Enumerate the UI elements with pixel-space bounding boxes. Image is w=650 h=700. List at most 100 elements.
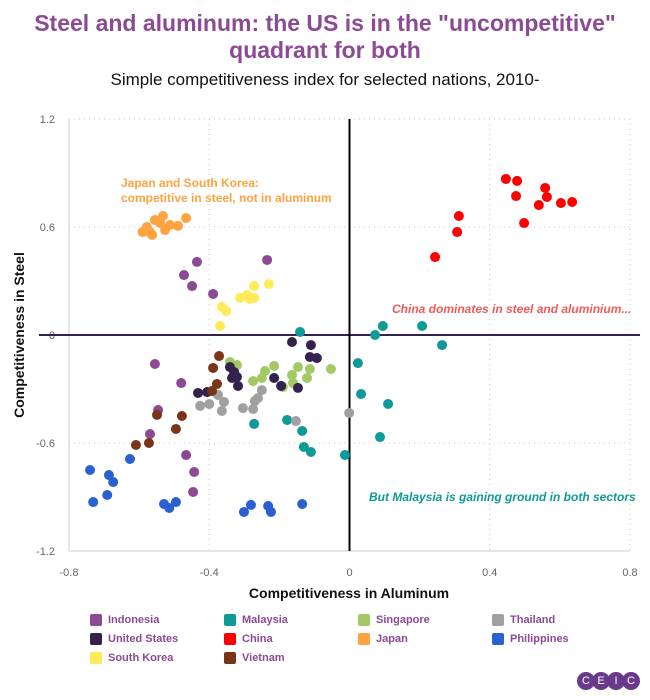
x-tick-label: -0.8 bbox=[60, 567, 79, 579]
point-south-korea bbox=[249, 281, 260, 292]
point-singapore bbox=[292, 362, 303, 373]
point-united-states bbox=[305, 340, 316, 351]
point-vietnam bbox=[152, 409, 163, 420]
point-malaysia bbox=[305, 447, 316, 457]
point-singapore bbox=[286, 369, 297, 380]
logo-letter: C bbox=[622, 672, 640, 690]
point-japan bbox=[155, 218, 166, 229]
point-malaysia bbox=[295, 326, 306, 337]
point-malaysia bbox=[383, 398, 394, 409]
point-south-korea bbox=[263, 279, 274, 290]
y-tick-label: 0.6 bbox=[40, 222, 55, 234]
y-axis-label: Competitiveness in Steel bbox=[11, 252, 27, 418]
legend-item-singapore[interactable]: Singapore bbox=[358, 612, 492, 628]
chart-subtitle: Simple competitiveness index for selecte… bbox=[110, 70, 540, 89]
point-china bbox=[511, 191, 522, 202]
point-philippines bbox=[265, 506, 276, 517]
legend-label: South Korea bbox=[108, 652, 174, 664]
point-indonesia bbox=[188, 486, 199, 497]
point-malaysia bbox=[370, 330, 381, 340]
point-south-korea bbox=[215, 321, 226, 331]
point-vietnam bbox=[207, 385, 218, 396]
point-malaysia bbox=[297, 425, 308, 436]
point-south-korea bbox=[221, 306, 232, 317]
point-indonesia bbox=[208, 288, 219, 299]
point-thailand bbox=[195, 400, 206, 411]
point-vietnam bbox=[208, 362, 219, 373]
point-thailand bbox=[218, 396, 229, 407]
point-japan bbox=[173, 220, 184, 231]
legend-label: Vietnam bbox=[242, 652, 285, 664]
point-philippines bbox=[164, 502, 175, 513]
logo-letter: C bbox=[577, 672, 595, 690]
point-malaysia bbox=[298, 441, 309, 452]
legend-item-indonesia[interactable]: Indonesia bbox=[90, 612, 224, 628]
legend-swatch bbox=[224, 633, 236, 645]
point-singapore bbox=[269, 360, 280, 371]
legend-item-thailand[interactable]: Thailand bbox=[492, 612, 626, 628]
annotation-malaysia: But Malaysia is gaining ground in both s… bbox=[369, 490, 636, 504]
x-tick-label: 0.8 bbox=[622, 567, 637, 579]
legend-item-south-korea[interactable]: South Korea bbox=[90, 650, 224, 666]
legend-label: United States bbox=[108, 633, 179, 645]
legend-item-vietnam[interactable]: Vietnam bbox=[224, 650, 358, 666]
data-points bbox=[85, 173, 578, 517]
point-china bbox=[533, 200, 544, 211]
point-malaysia bbox=[437, 340, 448, 351]
legend-item-united-states[interactable]: United States bbox=[90, 631, 224, 647]
point-japan bbox=[144, 227, 155, 238]
point-singapore bbox=[248, 376, 259, 387]
point-indonesia bbox=[262, 254, 273, 265]
legend-swatch bbox=[492, 614, 504, 626]
legend-swatch bbox=[358, 614, 370, 626]
point-malaysia bbox=[377, 321, 388, 331]
legend: Indonesia Malaysia Singapore Thailand United… bbox=[90, 612, 610, 666]
chart-title: Steel and aluminum: the US is in the "un… bbox=[0, 10, 650, 64]
logo-letter: I bbox=[607, 672, 625, 690]
point-china bbox=[541, 191, 552, 202]
point-united-states bbox=[193, 387, 204, 398]
point-philippines bbox=[238, 506, 249, 517]
legend-swatch bbox=[492, 633, 504, 645]
legend-label: Malaysia bbox=[242, 614, 288, 626]
annotation-japan-korea-line1: Japan and South Korea: bbox=[121, 176, 259, 190]
point-thailand bbox=[216, 405, 227, 416]
point-china bbox=[452, 227, 463, 238]
point-china bbox=[540, 182, 551, 193]
point-vietnam bbox=[176, 411, 187, 421]
point-indonesia bbox=[189, 466, 200, 477]
point-united-states bbox=[286, 337, 297, 348]
point-philippines bbox=[88, 497, 99, 508]
point-philippines bbox=[297, 499, 308, 510]
logo-letter: E bbox=[592, 672, 610, 690]
legend-swatch bbox=[224, 614, 236, 626]
point-united-states bbox=[231, 371, 242, 382]
point-philippines bbox=[85, 465, 96, 475]
point-malaysia bbox=[282, 414, 293, 425]
title-line-1: Steel and aluminum: the US is in the "un… bbox=[34, 10, 616, 36]
x-axis-label: Competitiveness in Aluminum bbox=[249, 585, 449, 601]
point-singapore bbox=[304, 364, 315, 375]
legend-item-malaysia[interactable]: Malaysia bbox=[224, 612, 358, 628]
point-thailand bbox=[252, 393, 263, 403]
point-thailand bbox=[344, 407, 355, 418]
x-tick-label: -0.4 bbox=[200, 567, 219, 579]
point-thailand bbox=[248, 403, 259, 414]
point-malaysia bbox=[249, 418, 260, 429]
point-japan bbox=[164, 220, 175, 231]
legend-item-japan[interactable]: Japan bbox=[358, 631, 492, 647]
point-singapore bbox=[302, 373, 313, 384]
legend-swatch bbox=[90, 652, 102, 664]
legend-label: Thailand bbox=[510, 614, 556, 626]
point-singapore bbox=[325, 364, 336, 375]
y-tick-label: 1.2 bbox=[40, 114, 55, 126]
annotation-japan-korea-line2: competitive in steel, not in aluminum bbox=[121, 191, 332, 205]
point-malaysia bbox=[417, 321, 428, 331]
legend-item-china[interactable]: China bbox=[224, 631, 358, 647]
legend-item-philippines[interactable]: Philippines bbox=[492, 631, 626, 647]
point-united-states bbox=[276, 380, 287, 391]
point-south-korea bbox=[249, 292, 260, 303]
point-china bbox=[453, 211, 464, 222]
